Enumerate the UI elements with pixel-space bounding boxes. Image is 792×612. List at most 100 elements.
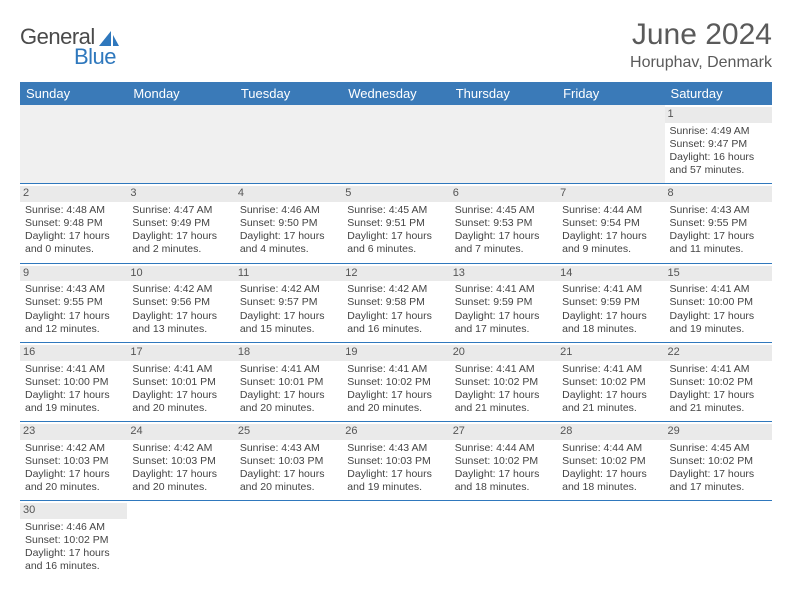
day-line-sr: Sunrise: 4:41 AM bbox=[240, 363, 337, 376]
week-row: 1Sunrise: 4:49 AMSunset: 9:47 PMDaylight… bbox=[20, 105, 772, 184]
day-line-d2: and 4 minutes. bbox=[240, 243, 337, 256]
day-cell: 25Sunrise: 4:43 AMSunset: 10:03 PMDaylig… bbox=[235, 422, 342, 501]
day-details: Sunrise: 4:44 AMSunset: 9:54 PMDaylight:… bbox=[561, 204, 660, 257]
day-details: Sunrise: 4:49 AMSunset: 9:47 PMDaylight:… bbox=[669, 125, 768, 178]
day-line-d2: and 21 minutes. bbox=[670, 402, 767, 415]
day-line-d1: Daylight: 17 hours bbox=[562, 310, 659, 323]
day-line-d2: and 17 minutes. bbox=[670, 481, 767, 494]
day-line-ss: Sunset: 9:58 PM bbox=[347, 296, 444, 309]
day-cell: 28Sunrise: 4:44 AMSunset: 10:02 PMDaylig… bbox=[557, 422, 664, 501]
day-line-ss: Sunset: 10:02 PM bbox=[347, 376, 444, 389]
day-line-sr: Sunrise: 4:42 AM bbox=[132, 283, 229, 296]
day-line-sr: Sunrise: 4:41 AM bbox=[132, 363, 229, 376]
day-line-d2: and 11 minutes. bbox=[670, 243, 767, 256]
day-line-sr: Sunrise: 4:42 AM bbox=[132, 442, 229, 455]
day-cell bbox=[127, 501, 234, 580]
day-line-sr: Sunrise: 4:41 AM bbox=[455, 283, 552, 296]
day-line-ss: Sunset: 10:01 PM bbox=[132, 376, 229, 389]
day-details: Sunrise: 4:44 AMSunset: 10:02 PMDaylight… bbox=[454, 442, 553, 495]
day-cell: 6Sunrise: 4:45 AMSunset: 9:53 PMDaylight… bbox=[450, 184, 557, 263]
weekday-header: Friday bbox=[557, 82, 664, 105]
day-cell: 12Sunrise: 4:42 AMSunset: 9:58 PMDayligh… bbox=[342, 263, 449, 342]
day-line-d1: Daylight: 17 hours bbox=[455, 310, 552, 323]
day-details: Sunrise: 4:43 AMSunset: 10:03 PMDaylight… bbox=[346, 442, 445, 495]
day-line-d1: Daylight: 17 hours bbox=[132, 230, 229, 243]
day-line-ss: Sunset: 10:02 PM bbox=[562, 376, 659, 389]
day-cell bbox=[342, 501, 449, 580]
day-cell bbox=[557, 501, 664, 580]
day-line-sr: Sunrise: 4:41 AM bbox=[455, 363, 552, 376]
day-cell bbox=[665, 501, 772, 580]
day-line-d2: and 57 minutes. bbox=[670, 164, 767, 177]
day-line-d2: and 6 minutes. bbox=[347, 243, 444, 256]
day-line-ss: Sunset: 10:03 PM bbox=[132, 455, 229, 468]
day-line-d1: Daylight: 17 hours bbox=[562, 468, 659, 481]
day-line-sr: Sunrise: 4:45 AM bbox=[670, 442, 767, 455]
day-line-ss: Sunset: 10:00 PM bbox=[25, 376, 122, 389]
day-number: 6 bbox=[450, 186, 557, 202]
day-number: 2 bbox=[20, 186, 127, 202]
day-number: 12 bbox=[342, 266, 449, 282]
day-line-d1: Daylight: 17 hours bbox=[240, 310, 337, 323]
week-row: 23Sunrise: 4:42 AMSunset: 10:03 PMDaylig… bbox=[20, 422, 772, 501]
day-line-sr: Sunrise: 4:45 AM bbox=[347, 204, 444, 217]
day-cell: 4Sunrise: 4:46 AMSunset: 9:50 PMDaylight… bbox=[235, 184, 342, 263]
weekday-header: Wednesday bbox=[342, 82, 449, 105]
day-number: 22 bbox=[665, 345, 772, 361]
day-cell bbox=[450, 501, 557, 580]
day-line-ss: Sunset: 10:00 PM bbox=[670, 296, 767, 309]
weekday-header: Thursday bbox=[450, 82, 557, 105]
day-line-d2: and 13 minutes. bbox=[132, 323, 229, 336]
calendar-table: Sunday Monday Tuesday Wednesday Thursday… bbox=[20, 82, 772, 580]
day-details: Sunrise: 4:42 AMSunset: 10:03 PMDaylight… bbox=[131, 442, 230, 495]
day-cell bbox=[557, 105, 664, 184]
day-details: Sunrise: 4:45 AMSunset: 9:51 PMDaylight:… bbox=[346, 204, 445, 257]
weekday-header-row: Sunday Monday Tuesday Wednesday Thursday… bbox=[20, 82, 772, 105]
day-line-ss: Sunset: 10:02 PM bbox=[455, 455, 552, 468]
day-line-d2: and 20 minutes. bbox=[240, 481, 337, 494]
day-number: 9 bbox=[20, 266, 127, 282]
day-details: Sunrise: 4:41 AMSunset: 10:00 PMDaylight… bbox=[669, 283, 768, 336]
day-line-d1: Daylight: 17 hours bbox=[670, 389, 767, 402]
day-line-d1: Daylight: 17 hours bbox=[25, 310, 122, 323]
weekday-header: Saturday bbox=[665, 82, 772, 105]
day-details: Sunrise: 4:43 AMSunset: 9:55 PMDaylight:… bbox=[24, 283, 123, 336]
day-line-d2: and 18 minutes. bbox=[562, 323, 659, 336]
day-cell bbox=[235, 501, 342, 580]
day-number: 13 bbox=[450, 266, 557, 282]
day-number: 3 bbox=[127, 186, 234, 202]
day-line-d1: Daylight: 17 hours bbox=[455, 468, 552, 481]
day-number: 30 bbox=[20, 503, 127, 519]
day-line-ss: Sunset: 9:48 PM bbox=[25, 217, 122, 230]
day-line-sr: Sunrise: 4:46 AM bbox=[25, 521, 122, 534]
day-line-ss: Sunset: 9:56 PM bbox=[132, 296, 229, 309]
weekday-header: Monday bbox=[127, 82, 234, 105]
day-line-ss: Sunset: 9:51 PM bbox=[347, 217, 444, 230]
day-cell: 15Sunrise: 4:41 AMSunset: 10:00 PMDaylig… bbox=[665, 263, 772, 342]
day-line-ss: Sunset: 9:59 PM bbox=[562, 296, 659, 309]
day-cell: 29Sunrise: 4:45 AMSunset: 10:02 PMDaylig… bbox=[665, 422, 772, 501]
day-cell: 8Sunrise: 4:43 AMSunset: 9:55 PMDaylight… bbox=[665, 184, 772, 263]
day-number: 28 bbox=[557, 424, 664, 440]
day-line-d2: and 21 minutes. bbox=[562, 402, 659, 415]
day-line-d2: and 20 minutes. bbox=[132, 402, 229, 415]
day-line-ss: Sunset: 9:57 PM bbox=[240, 296, 337, 309]
day-line-sr: Sunrise: 4:43 AM bbox=[240, 442, 337, 455]
day-line-sr: Sunrise: 4:45 AM bbox=[455, 204, 552, 217]
day-line-d1: Daylight: 17 hours bbox=[132, 389, 229, 402]
day-number: 16 bbox=[20, 345, 127, 361]
day-line-sr: Sunrise: 4:41 AM bbox=[25, 363, 122, 376]
day-line-ss: Sunset: 9:55 PM bbox=[25, 296, 122, 309]
day-line-ss: Sunset: 10:02 PM bbox=[670, 455, 767, 468]
day-line-d1: Daylight: 17 hours bbox=[240, 389, 337, 402]
weekday-header: Tuesday bbox=[235, 82, 342, 105]
day-line-ss: Sunset: 9:50 PM bbox=[240, 217, 337, 230]
day-line-d2: and 18 minutes. bbox=[455, 481, 552, 494]
day-cell: 18Sunrise: 4:41 AMSunset: 10:01 PMDaylig… bbox=[235, 342, 342, 421]
day-line-sr: Sunrise: 4:41 AM bbox=[347, 363, 444, 376]
day-line-ss: Sunset: 9:59 PM bbox=[455, 296, 552, 309]
day-cell bbox=[127, 105, 234, 184]
day-line-ss: Sunset: 10:02 PM bbox=[670, 376, 767, 389]
day-number: 25 bbox=[235, 424, 342, 440]
day-details: Sunrise: 4:41 AMSunset: 10:01 PMDaylight… bbox=[131, 363, 230, 416]
